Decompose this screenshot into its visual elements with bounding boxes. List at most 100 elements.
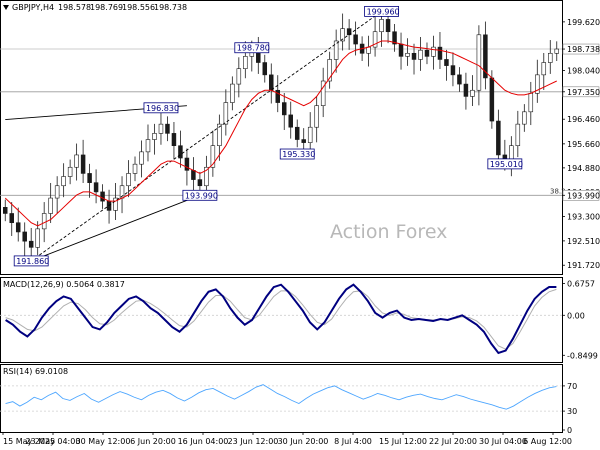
candle-body bbox=[152, 133, 157, 140]
fib-label: 38.2 bbox=[550, 187, 566, 195]
candle-body bbox=[61, 176, 66, 187]
candle-body bbox=[41, 213, 47, 230]
candle-body bbox=[74, 154, 79, 168]
macd-tick-label: 0.00 bbox=[567, 311, 585, 320]
candle-body bbox=[67, 166, 73, 177]
candle-body bbox=[281, 102, 287, 116]
x-tick-label: 16 Jun 04:00 bbox=[178, 437, 229, 446]
price-tag-label: 199.960 bbox=[367, 7, 400, 16]
candle-body bbox=[327, 59, 332, 82]
candle-body bbox=[431, 46, 436, 57]
x-tick-label: 8 Jul 4:00 bbox=[334, 437, 372, 446]
macd-panel-frame bbox=[0, 277, 563, 363]
price-tag-box bbox=[279, 148, 315, 160]
candle-body bbox=[217, 123, 222, 147]
ohlc-high: 198.769 bbox=[90, 3, 123, 12]
candle-body bbox=[398, 43, 404, 57]
candle-body bbox=[28, 240, 34, 248]
candle-body bbox=[476, 34, 482, 91]
candle-body bbox=[294, 126, 300, 140]
candle-body bbox=[548, 52, 553, 63]
trendline bbox=[31, 194, 201, 262]
candle-body bbox=[528, 93, 534, 113]
candle-body bbox=[93, 182, 99, 193]
x-tick-label: 23 Jun 12:00 bbox=[228, 437, 279, 446]
price-tick-label: 193.990 bbox=[567, 191, 600, 200]
candle-body bbox=[489, 77, 495, 122]
macd-tick-label: -0.8499 bbox=[567, 351, 598, 360]
candle-body bbox=[2, 207, 8, 214]
price-tick-label: 195.660 bbox=[567, 140, 600, 149]
candle-body bbox=[457, 74, 462, 85]
candle-body bbox=[463, 83, 469, 97]
price-tick-label: 196.460 bbox=[567, 115, 600, 124]
candle-body bbox=[301, 139, 306, 143]
price-tick-label: 199.620 bbox=[567, 18, 600, 27]
price-tick-label: 192.510 bbox=[567, 237, 600, 246]
candle-body bbox=[444, 59, 449, 66]
price-tick-label: 198.040 bbox=[567, 67, 600, 76]
candle-body bbox=[405, 52, 410, 57]
rsi-tick-label: 0 bbox=[567, 426, 572, 435]
macd-line bbox=[5, 283, 557, 355]
price-tick-label: 194.880 bbox=[567, 164, 600, 173]
candle-body bbox=[340, 28, 345, 42]
macd-tick-label: 0.6757 bbox=[567, 279, 595, 288]
x-tick-label: 23 May 04:00 bbox=[26, 437, 81, 446]
price-tick-label: 197.350 bbox=[567, 88, 600, 97]
rsi-title: RSI(14) 69.0108 bbox=[3, 367, 68, 376]
header-arrow-icon bbox=[3, 5, 9, 10]
candle-body bbox=[541, 62, 547, 76]
symbol-label: GBPJPY,H4 bbox=[12, 3, 54, 12]
price-tag-box bbox=[364, 5, 399, 17]
candle-body bbox=[262, 62, 268, 76]
price-tag-label: 195.010 bbox=[490, 160, 523, 169]
watermark: Action Forex bbox=[330, 221, 447, 243]
price-tick-label: 191.720 bbox=[567, 261, 600, 270]
candle-body bbox=[372, 31, 378, 48]
candle-body bbox=[554, 48, 560, 54]
candle-body bbox=[269, 74, 274, 91]
price-tag-box bbox=[182, 189, 218, 201]
price-tick-label: 193.300 bbox=[567, 213, 600, 222]
candle-body bbox=[418, 49, 423, 60]
candle-body bbox=[178, 145, 183, 159]
candle-body bbox=[437, 46, 443, 60]
candle-body bbox=[275, 89, 281, 103]
candle-body bbox=[515, 123, 521, 147]
candle-body bbox=[483, 34, 488, 79]
candle-body bbox=[333, 40, 339, 60]
candle-body bbox=[9, 213, 14, 224]
rsi-tick-label: 30 bbox=[567, 407, 577, 416]
ohlc-close: 198.738 bbox=[154, 3, 187, 12]
price-tag-label: 191.860 bbox=[16, 257, 49, 266]
candle-body bbox=[535, 74, 540, 94]
candle-body bbox=[320, 80, 326, 106]
price-tag-box bbox=[13, 255, 49, 267]
x-tick-label: 30 Jul 04:00 bbox=[479, 437, 527, 446]
candle-body bbox=[113, 197, 118, 211]
candle-body bbox=[35, 228, 40, 248]
candle-body bbox=[191, 170, 196, 180]
candle-body bbox=[22, 231, 27, 242]
price-tag-label: 195.330 bbox=[282, 150, 315, 159]
price-panel-frame bbox=[0, 0, 563, 275]
x-tick-label: 6 Jun 20:00 bbox=[130, 437, 176, 446]
price-tick-label: 198.738 bbox=[567, 45, 600, 54]
candle-body bbox=[158, 123, 164, 134]
candle-body bbox=[204, 166, 209, 187]
candle-body bbox=[392, 31, 397, 45]
price-tag-box bbox=[487, 158, 523, 170]
x-tick-label: 22 Jul 20:00 bbox=[429, 437, 477, 446]
price-tag-label: 196.830 bbox=[146, 104, 179, 113]
candle-body bbox=[522, 111, 527, 125]
macd-layer: 0.6757 0.00 -0.8499 bbox=[0, 279, 598, 360]
ohlc-open: 198.578 bbox=[58, 3, 91, 12]
candle-body bbox=[223, 102, 229, 125]
candle-body bbox=[15, 222, 21, 233]
price-tag-label: 198.780 bbox=[237, 44, 270, 53]
candle-body bbox=[197, 179, 203, 187]
candle-body bbox=[243, 56, 248, 69]
